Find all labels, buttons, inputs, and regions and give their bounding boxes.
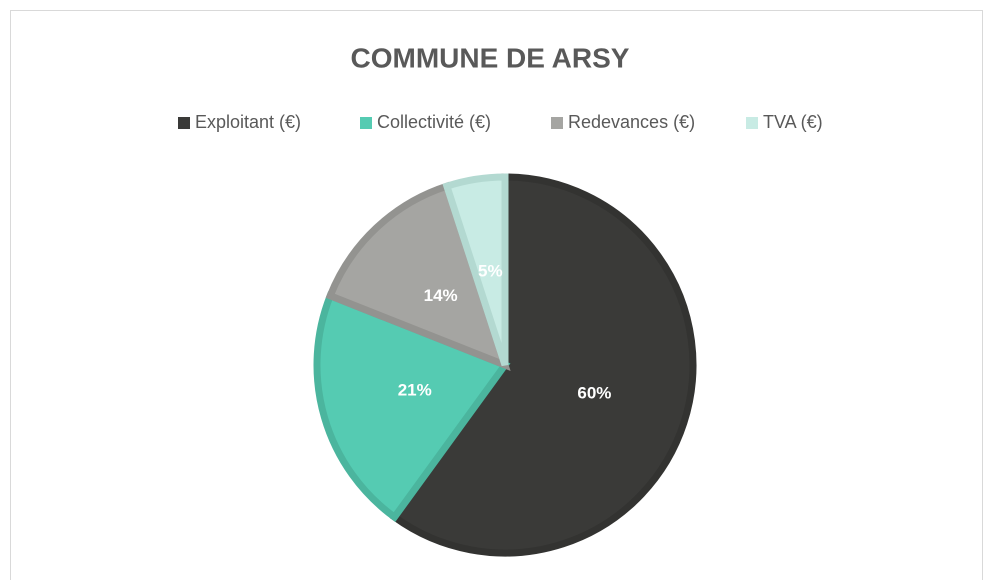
legend-swatch xyxy=(551,117,563,129)
data-label: 14% xyxy=(424,286,458,305)
pie-slice xyxy=(313,291,511,522)
pie-slice xyxy=(389,173,697,557)
data-label: 5% xyxy=(478,262,503,281)
legend-label: TVA (€) xyxy=(763,112,823,132)
pie-slice xyxy=(442,173,509,367)
legend-swatch xyxy=(178,117,190,129)
legend-swatch xyxy=(360,117,372,129)
legend-label: Collectivité (€) xyxy=(377,112,491,132)
data-label: 60% xyxy=(577,384,611,403)
chart-title: COMMUNE DE ARSY xyxy=(351,42,630,73)
legend-label: Redevances (€) xyxy=(568,112,695,132)
legend-swatch xyxy=(746,117,758,129)
legend-label: Exploitant (€) xyxy=(195,112,301,132)
data-label: 21% xyxy=(398,381,432,400)
